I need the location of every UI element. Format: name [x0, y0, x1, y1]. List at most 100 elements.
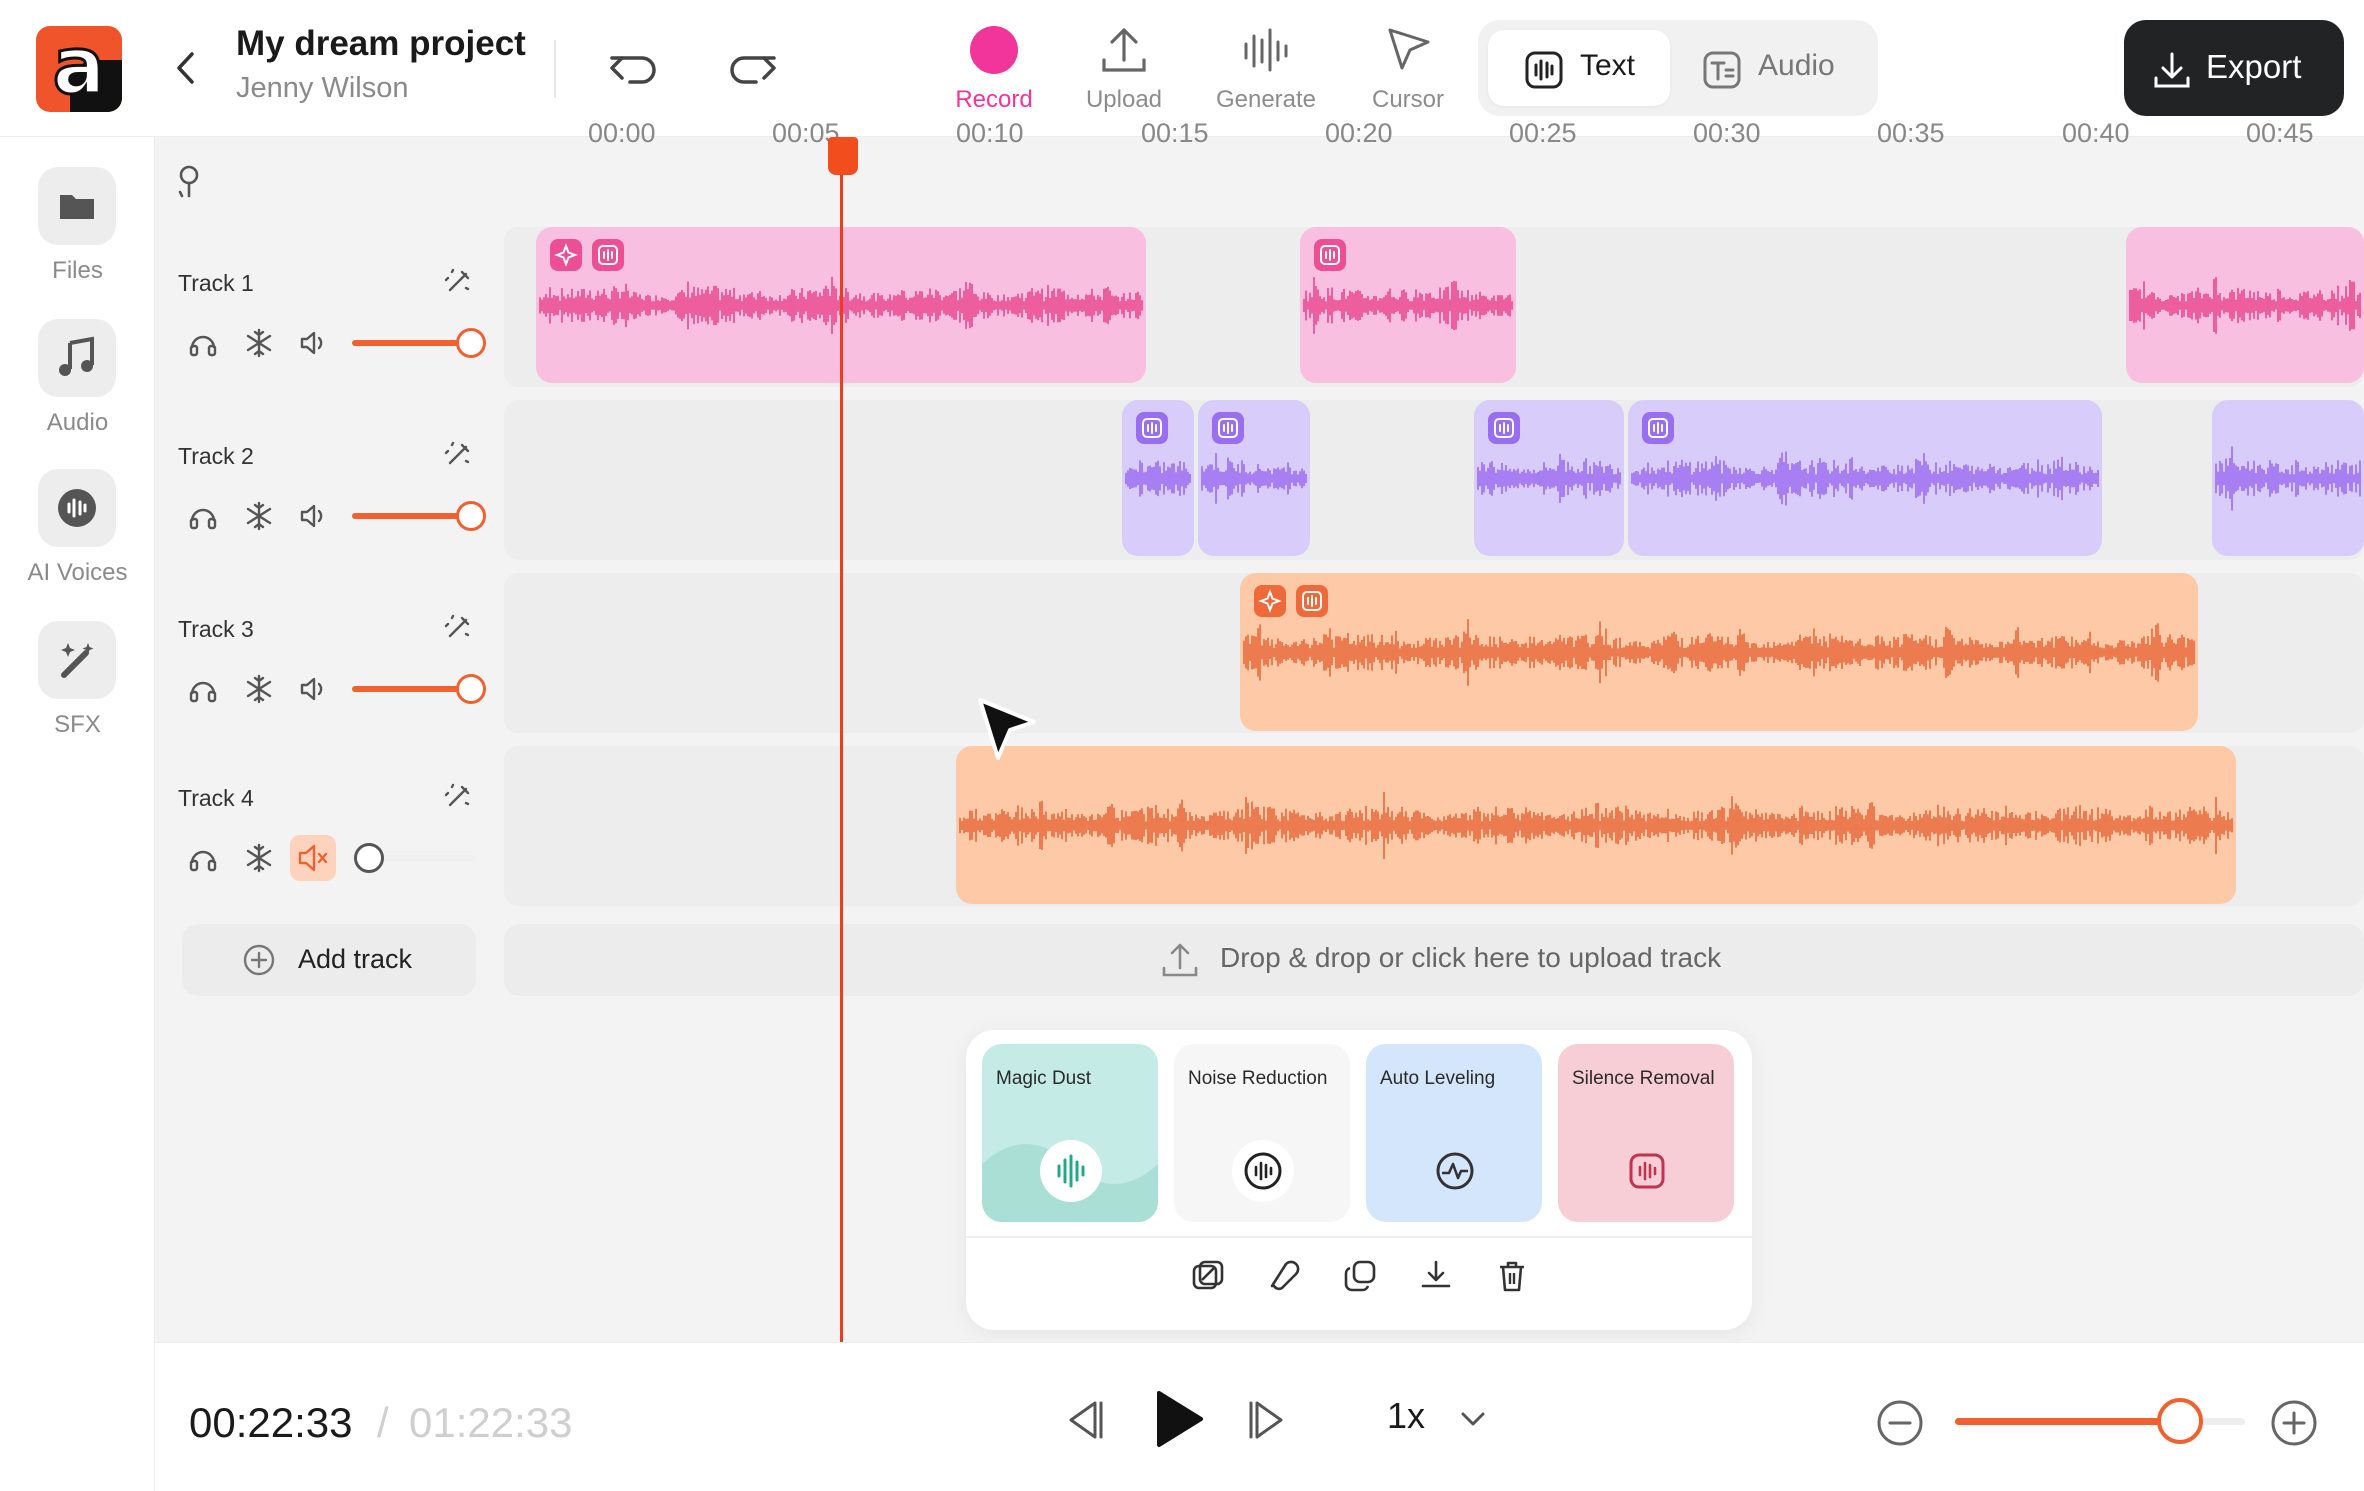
trash-icon[interactable] [1492, 1256, 1532, 1296]
headphones-icon[interactable] [186, 326, 220, 365]
replace-icon[interactable] [1188, 1256, 1228, 1296]
magic-wand-icon[interactable] [440, 612, 474, 651]
audio-clip[interactable] [1198, 400, 1310, 556]
record-button[interactable]: Record [929, 20, 1059, 120]
upload-icon [1102, 28, 1146, 72]
audio-clip[interactable] [1474, 400, 1624, 556]
headphones-icon[interactable] [186, 841, 220, 880]
left-sidebar: Files Audio AI Voices SFX [0, 137, 155, 1491]
audio-clip[interactable] [1300, 227, 1516, 383]
audio-clip[interactable] [956, 746, 2236, 904]
redo-icon[interactable] [722, 38, 782, 98]
mouse-pointer-icon [978, 698, 1036, 760]
speaker-icon[interactable] [296, 326, 330, 365]
zoom-out-icon[interactable] [1875, 1398, 1925, 1448]
dropzone-label: Drop & drop or click here to upload trac… [1220, 942, 1722, 973]
freeze-icon[interactable] [242, 841, 276, 880]
generate-button[interactable]: Generate [1201, 20, 1331, 120]
sidebar-item-audio[interactable]: Audio [0, 319, 155, 459]
skip-back-icon[interactable] [1059, 1395, 1109, 1445]
mute-speaker-icon[interactable] [290, 835, 336, 881]
volume-slider-knob[interactable] [456, 501, 486, 531]
sidebar-item-label: AI Voices [27, 559, 128, 586]
magic-wand-icon[interactable] [440, 781, 474, 820]
ruler-tick: 00:25 [1509, 118, 1577, 148]
export-button[interactable]: Export [2124, 20, 2344, 116]
add-track-button[interactable]: Add track [182, 924, 476, 996]
audio-clip[interactable] [1240, 573, 2198, 731]
ruler-tick: 00:10 [956, 118, 1024, 148]
zoom-slider-fill [1955, 1418, 2183, 1425]
sidebar-item-sfx[interactable]: SFX [0, 621, 155, 761]
header-divider [554, 40, 556, 98]
track-name[interactable]: Track 4 [178, 785, 254, 811]
pin-icon[interactable] [172, 162, 206, 202]
headphones-icon[interactable] [186, 499, 220, 538]
fx-card-noise-reduction[interactable]: Noise Reduction [1174, 1044, 1350, 1222]
audio-clip[interactable] [2126, 227, 2364, 383]
playback-speed[interactable]: 1x [1387, 1395, 1426, 1436]
sidebar-item-files[interactable]: Files [0, 167, 155, 307]
audio-clip[interactable] [2212, 400, 2364, 556]
volume-slider-fill [352, 513, 462, 519]
track-name[interactable]: Track 3 [178, 616, 254, 642]
tab-text[interactable]: Text [1488, 30, 1670, 106]
freeze-icon[interactable] [242, 672, 276, 711]
magic-wand-icon[interactable] [440, 439, 474, 478]
sidebar-item-ai-voices[interactable]: AI Voices [0, 469, 155, 609]
waveform-icon [1136, 412, 1168, 444]
sidebar-item-label: Files [52, 257, 103, 284]
freeze-icon[interactable] [242, 326, 276, 365]
track-name[interactable]: Track 2 [178, 443, 254, 469]
magic-wand-icon[interactable] [440, 266, 474, 305]
playhead-line[interactable] [840, 137, 843, 1342]
waveform-icon [592, 239, 624, 271]
silence-icon [1616, 1140, 1678, 1202]
back-chevron-icon[interactable] [172, 48, 198, 88]
ruler-tick: 00:30 [1693, 118, 1761, 148]
fx-card-magic-dust[interactable]: Magic Dust [982, 1044, 1158, 1222]
magnet-icon[interactable] [1264, 1256, 1304, 1296]
fx-card-auto-leveling[interactable]: Auto Leveling [1366, 1044, 1542, 1222]
generate-label: Generate [1215, 86, 1317, 113]
upload-dropzone[interactable]: Drop & drop or click here to upload trac… [504, 924, 2364, 996]
app-logo[interactable]: a [36, 26, 122, 112]
zoom-slider-knob[interactable] [2157, 1398, 2203, 1444]
add-track-label: Add track [298, 944, 413, 974]
zoom-in-icon[interactable] [2269, 1398, 2319, 1448]
volume-slider-track[interactable] [352, 855, 476, 861]
waveform-icon [1296, 585, 1328, 617]
audio-clip[interactable] [1122, 400, 1194, 556]
cursor-button[interactable]: Cursor [1343, 20, 1473, 120]
duplicate-icon[interactable] [1340, 1256, 1380, 1296]
fx-card-label: Magic Dust [996, 1068, 1092, 1089]
speaker-icon[interactable] [296, 672, 330, 711]
download-icon[interactable] [1416, 1256, 1456, 1296]
audio-clip[interactable] [1628, 400, 2102, 556]
headphones-icon[interactable] [186, 672, 220, 711]
play-icon[interactable] [1145, 1387, 1209, 1451]
freeze-icon[interactable] [242, 499, 276, 538]
magic-sparkle-icon [550, 239, 582, 271]
volume-slider-knob[interactable] [456, 328, 486, 358]
time-separator: / [377, 1399, 389, 1446]
tab-audio[interactable]: Audio [1680, 30, 1868, 106]
magic-wand-icon [61, 643, 94, 678]
waveform [2215, 446, 2361, 511]
waveform [539, 276, 1143, 334]
chevron-down-icon[interactable] [1455, 1401, 1491, 1437]
total-time: 01:22:33 [409, 1399, 573, 1446]
volume-slider-knob[interactable] [456, 674, 486, 704]
undo-icon[interactable] [604, 38, 664, 98]
track-name[interactable]: Track 1 [178, 270, 254, 296]
waveform [1201, 453, 1307, 504]
speaker-icon[interactable] [296, 499, 330, 538]
volume-slider-fill [352, 340, 462, 346]
upload-button[interactable]: Upload [1059, 20, 1189, 120]
volume-slider-knob[interactable] [354, 843, 384, 873]
playhead-handle[interactable] [828, 137, 858, 175]
download-icon [2154, 52, 2190, 88]
fx-card-silence-removal[interactable]: Silence Removal [1558, 1044, 1734, 1222]
project-title[interactable]: My dream project [236, 24, 526, 63]
skip-forward-icon[interactable] [1243, 1395, 1293, 1445]
